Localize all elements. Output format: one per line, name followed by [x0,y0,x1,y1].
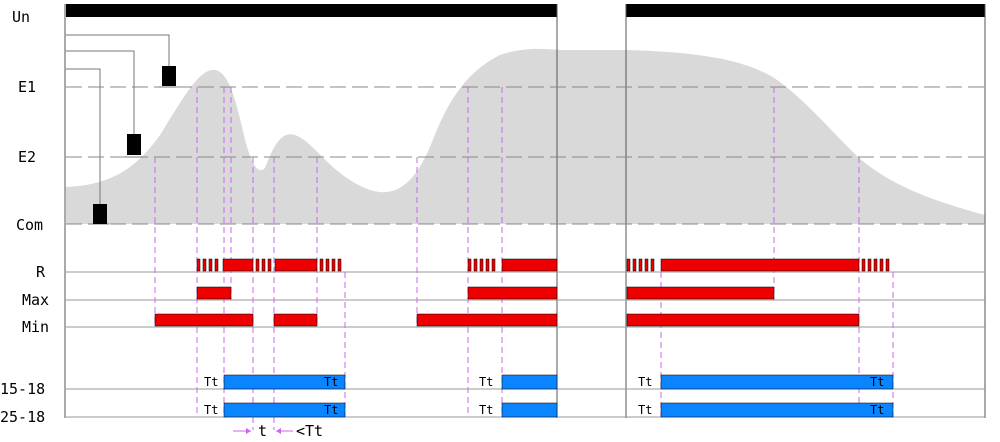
max-signal [196,286,775,300]
tt-label: Tt [638,403,652,417]
time-annotations [233,428,293,434]
r-flash [644,258,649,272]
tt-label: Tt [479,375,493,389]
label-max: Max [22,291,49,309]
electrode-com [93,204,107,224]
ch1-on [223,374,346,390]
min-on [416,313,558,327]
r-on [222,258,254,272]
min-on [273,313,318,327]
r-flash [879,258,884,272]
r-flash [337,258,342,272]
r-flash [867,258,872,272]
level-curve-area [66,48,985,225]
tt-label: Tt [479,403,493,417]
r-signal [196,258,890,272]
label-e2: E2 [18,148,36,166]
r-flash [485,258,490,272]
max-on [467,286,558,300]
ch2-output [223,402,894,418]
r-flash [626,258,631,272]
r-flash [491,258,496,272]
r-flash [261,258,266,272]
tt-label: Tt [204,403,218,417]
r-flash [873,258,878,272]
r-flash [202,258,207,272]
r-flash [325,258,330,272]
ch1-on [660,374,894,390]
label-r: R [36,263,46,281]
annotation-t: t [258,422,267,440]
r-flash [650,258,655,272]
ch1-output [223,374,894,390]
r-on [274,258,318,272]
r-on [660,258,860,272]
tt-label: Tt [324,375,338,389]
electrode-wiring [66,34,176,225]
ch2-on [501,402,558,418]
supply-bar-1 [66,4,557,17]
min-signal [154,313,860,327]
ch1-on [501,374,558,390]
label-e1: E1 [18,78,36,96]
tt-label: Tt [870,375,884,389]
r-flash [255,258,260,272]
timer-labels: Tt Tt Tt Tt Tt Tt Tt Tt Tt Tt [204,375,884,417]
min-on [154,313,254,327]
label-un: Un [12,8,30,26]
max-on [196,286,232,300]
tt-label: Tt [324,403,338,417]
r-flash [267,258,272,272]
electrode-e1 [162,66,176,86]
r-flash [214,258,219,272]
min-on [626,313,860,327]
label-ch2: 25-18 [0,408,45,426]
ch2-on [223,402,346,418]
tt-label: Tt [638,375,652,389]
label-com: Com [16,216,43,234]
r-flash [473,258,478,272]
tt-label: Tt [204,375,218,389]
r-flash [331,258,336,272]
tt-label: Tt [870,403,884,417]
r-flash [196,258,201,272]
r-flash [208,258,213,272]
r-flash [467,258,472,272]
ch2-on [660,402,894,418]
label-min: Min [22,318,49,336]
supply-bar-2 [626,4,985,17]
r-flash [885,258,890,272]
r-flash [861,258,866,272]
event-markers [154,87,894,430]
max-on [626,286,775,300]
r-on [501,258,558,272]
label-ch1: 15-18 [0,380,45,398]
r-flash [638,258,643,272]
r-flash [632,258,637,272]
annotation-lt-tt: <Tt [296,422,323,440]
electrode-e2 [127,134,141,155]
row-labels: Un E1 E2 Com R Max Min 15-18 25-18 [0,8,49,426]
r-flash [479,258,484,272]
r-flash [319,258,324,272]
